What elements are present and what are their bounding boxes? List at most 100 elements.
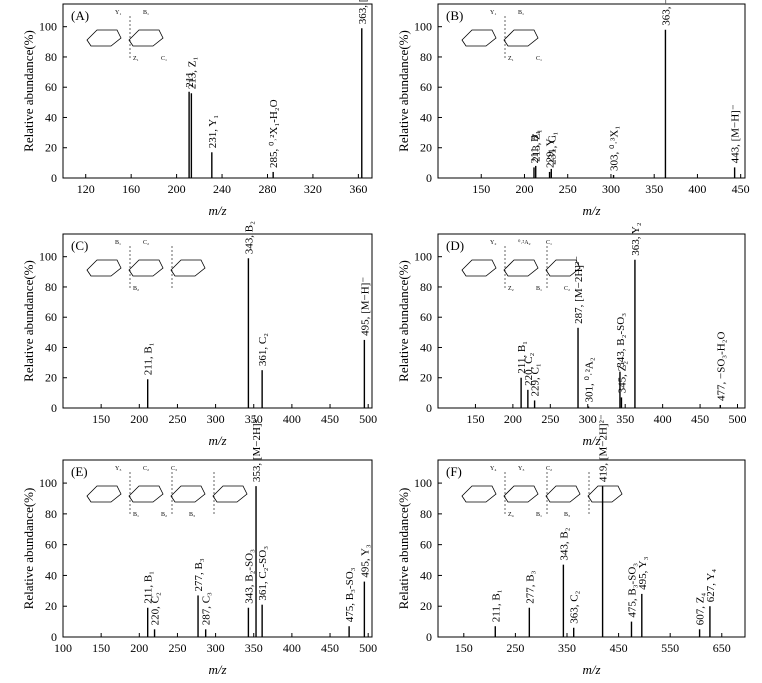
- structure-label: C₂: [143, 240, 149, 246]
- y-axis-label: Relative abundance(%): [21, 488, 36, 610]
- x-tick-label: 200: [168, 182, 186, 196]
- peak-label: 475, B₃-SO₃: [344, 567, 356, 622]
- y-tick-label: 100: [414, 250, 432, 264]
- panel-a: (A) 0 20 40 60 80 100 120 160 200 240 280 320 360 m/z R…: [21, 0, 373, 218]
- sugar-ring: [128, 485, 164, 503]
- panel-label: (B): [446, 8, 463, 23]
- x-tick-label: 150: [472, 182, 490, 196]
- y-tick-label: 0: [51, 171, 57, 185]
- y-tick-label: 60: [45, 80, 57, 94]
- x-tick-label: 250: [168, 641, 186, 655]
- peak-label: 301, ⁰˒²A₂: [584, 357, 596, 402]
- peak-label: 211, B₁: [143, 571, 155, 604]
- x-tick-label: 150: [455, 641, 473, 655]
- structure-label: Y₃: [115, 466, 121, 472]
- sugar-ring: [128, 29, 164, 47]
- sugar-ring: [461, 485, 497, 503]
- peak-label: 495, Y₃: [637, 556, 649, 590]
- peak-label: 211: [184, 72, 196, 88]
- sugar-ring: [170, 485, 206, 503]
- y-tick-label: 80: [45, 280, 57, 294]
- peak-label: 213, Z₁: [186, 57, 198, 90]
- peak-label: 495, [M−H]⁻: [359, 277, 371, 336]
- x-tick-label: 350: [645, 182, 663, 196]
- panel-label: (F): [446, 464, 462, 479]
- x-tick-label: 450: [321, 412, 339, 426]
- y-tick-label: 80: [420, 50, 432, 64]
- panel-label: (D): [446, 238, 464, 253]
- structure-label: Z₄: [508, 512, 514, 518]
- x-tick-label: 300: [579, 412, 597, 426]
- x-tick-label: 160: [122, 182, 140, 196]
- peak-label: 211, B₁: [516, 341, 528, 374]
- y-axis-label: Relative abundance(%): [21, 260, 36, 382]
- structure-label: B₃: [189, 512, 195, 518]
- structure-label: B₁: [518, 10, 524, 16]
- y-axis-label: Relative abundance(%): [396, 488, 411, 610]
- peak-label: 443, [M−H]⁻: [730, 104, 742, 163]
- peak-label: 231, Y₁: [207, 115, 219, 149]
- x-tick-label: 450: [691, 412, 709, 426]
- y-tick-label: 0: [51, 401, 57, 415]
- structure-label: C₃: [171, 466, 177, 472]
- x-tick-label: 350: [245, 641, 263, 655]
- peak-label: 607, Z₄: [695, 593, 707, 626]
- peak-label: 363, C₂: [569, 590, 581, 623]
- x-tick-label: 200: [130, 641, 148, 655]
- y-tick-label: 0: [426, 630, 432, 644]
- y-tick-label: 60: [420, 310, 432, 324]
- x-tick-label: 400: [283, 641, 301, 655]
- peak-label: 229, Y₁: [545, 134, 557, 168]
- x-tick-label: 250: [541, 412, 559, 426]
- x-tick-label: 500: [729, 412, 747, 426]
- peak-label: 231, C₁: [546, 132, 558, 165]
- peak-label: 213, Z₁: [531, 129, 543, 162]
- peak-label: 343, B₂: [243, 221, 255, 254]
- structure-diagram: Y₂ Z₂ ⁰˒²A₂ B₁ C₁ C₂: [461, 239, 581, 292]
- y-tick-label: 20: [420, 599, 432, 613]
- structure-label: Y₂: [490, 240, 496, 246]
- peak-label: 477, −SO₃-H₂O: [715, 331, 727, 401]
- sugar-ring: [545, 485, 581, 503]
- x-axis-label: m/z: [208, 433, 226, 448]
- y-tick-label: 40: [420, 340, 432, 354]
- y-tick-label: 20: [45, 599, 57, 613]
- structure-label: Y₁: [490, 10, 496, 16]
- structure-label: B₁: [536, 512, 542, 518]
- structure-label: Z₁: [133, 56, 139, 62]
- panel-label: (E): [71, 464, 88, 479]
- x-tick-label: 450: [321, 641, 339, 655]
- sugar-ring: [461, 29, 497, 47]
- y-tick-label: 0: [51, 630, 57, 644]
- structure-label: Y₁: [115, 10, 121, 16]
- sugar-ring: [503, 485, 539, 503]
- structure-label: B₂: [161, 512, 167, 518]
- peak-label: 277, B₃: [524, 570, 536, 603]
- structure-label: B₁: [115, 240, 121, 246]
- peak-label: 363, −SO₃: [660, 0, 672, 26]
- x-tick-label: 450: [610, 641, 628, 655]
- peak-label: 475, B₃-SO₃: [626, 563, 638, 618]
- x-tick-label: 500: [359, 641, 377, 655]
- y-tick-label: 40: [420, 568, 432, 582]
- sugar-ring: [503, 259, 539, 277]
- structure-label: B₁: [536, 286, 542, 292]
- structure-label: C₂: [564, 286, 570, 292]
- x-tick-label: 350: [245, 412, 263, 426]
- plot-frame: [437, 459, 746, 638]
- sugar-ring: [503, 29, 539, 47]
- peak-label: 343, B₂: [558, 527, 570, 560]
- x-axis-label: m/z: [208, 203, 226, 218]
- peak-label: 303, ⁰˒³X₁: [609, 126, 621, 171]
- x-axis-label: m/z: [582, 203, 600, 218]
- y-tick-label: 100: [414, 476, 432, 490]
- y-tick-label: 80: [45, 507, 57, 521]
- peak-label: 287, C₃: [201, 592, 213, 625]
- y-tick-label: 40: [45, 110, 57, 124]
- peak-label: 287, [M−2H]²⁻: [573, 256, 585, 324]
- x-tick-label: 200: [504, 412, 522, 426]
- y-tick-label: 60: [45, 538, 57, 552]
- x-tick-label: 200: [515, 182, 533, 196]
- y-tick-label: 60: [45, 310, 57, 324]
- sugar-ring: [86, 29, 122, 47]
